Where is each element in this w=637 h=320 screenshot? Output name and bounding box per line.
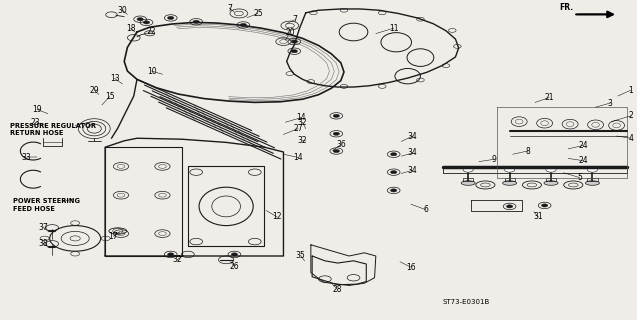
Circle shape bbox=[240, 23, 247, 27]
Text: 14: 14 bbox=[293, 153, 303, 162]
Text: 18: 18 bbox=[126, 24, 135, 33]
Circle shape bbox=[333, 114, 340, 117]
Circle shape bbox=[390, 171, 397, 174]
Text: 14: 14 bbox=[296, 113, 306, 122]
Text: 26: 26 bbox=[229, 262, 240, 271]
Text: 8: 8 bbox=[525, 147, 530, 156]
Text: 36: 36 bbox=[336, 140, 346, 149]
Text: FR.: FR. bbox=[559, 4, 573, 12]
Text: 13: 13 bbox=[110, 74, 120, 83]
Text: 7: 7 bbox=[292, 15, 297, 24]
Text: 1: 1 bbox=[628, 86, 633, 95]
Text: 9: 9 bbox=[491, 155, 496, 164]
Circle shape bbox=[168, 253, 174, 256]
Text: 11: 11 bbox=[389, 24, 398, 33]
Text: 2: 2 bbox=[628, 111, 633, 120]
Circle shape bbox=[137, 18, 143, 21]
Text: 7: 7 bbox=[227, 4, 232, 12]
Circle shape bbox=[291, 40, 297, 43]
Text: 32: 32 bbox=[297, 118, 308, 127]
Circle shape bbox=[546, 167, 556, 172]
Circle shape bbox=[231, 253, 238, 256]
Text: 34: 34 bbox=[408, 148, 418, 157]
Text: 33: 33 bbox=[22, 153, 32, 162]
Text: 15: 15 bbox=[104, 92, 115, 101]
Circle shape bbox=[193, 20, 199, 23]
Text: 35: 35 bbox=[296, 251, 306, 260]
Text: 34: 34 bbox=[408, 166, 418, 175]
Circle shape bbox=[168, 16, 174, 20]
Text: 25: 25 bbox=[253, 9, 263, 18]
Text: 19: 19 bbox=[32, 105, 42, 114]
Text: 16: 16 bbox=[406, 263, 416, 272]
Ellipse shape bbox=[503, 181, 517, 185]
Text: 23: 23 bbox=[30, 118, 40, 127]
Circle shape bbox=[390, 189, 397, 192]
Text: 32: 32 bbox=[297, 136, 308, 145]
Text: 29: 29 bbox=[89, 86, 99, 95]
Circle shape bbox=[143, 21, 150, 24]
Circle shape bbox=[506, 205, 513, 208]
Text: 10: 10 bbox=[147, 67, 157, 76]
Text: 31: 31 bbox=[533, 212, 543, 221]
Text: 17: 17 bbox=[108, 232, 118, 241]
Text: 20: 20 bbox=[285, 28, 295, 37]
Text: 24: 24 bbox=[578, 141, 588, 150]
Text: POWER STEERING
FEED HOSE: POWER STEERING FEED HOSE bbox=[13, 198, 80, 212]
Text: 4: 4 bbox=[628, 134, 633, 143]
Text: 6: 6 bbox=[423, 205, 428, 214]
Text: 28: 28 bbox=[333, 285, 342, 294]
Circle shape bbox=[587, 167, 598, 172]
Text: 34: 34 bbox=[408, 132, 418, 140]
Ellipse shape bbox=[461, 181, 475, 185]
Text: PRESSURE REGULATOR
RETURN HOSE: PRESSURE REGULATOR RETURN HOSE bbox=[10, 123, 96, 136]
Circle shape bbox=[333, 132, 340, 135]
Text: 30: 30 bbox=[117, 6, 127, 15]
Circle shape bbox=[505, 167, 515, 172]
Text: 21: 21 bbox=[545, 93, 554, 102]
Text: 3: 3 bbox=[608, 99, 613, 108]
Text: 12: 12 bbox=[273, 212, 282, 221]
Circle shape bbox=[541, 204, 548, 207]
Text: 24: 24 bbox=[578, 156, 588, 165]
Ellipse shape bbox=[544, 181, 558, 185]
Ellipse shape bbox=[585, 181, 599, 185]
Text: 27: 27 bbox=[293, 124, 303, 133]
Circle shape bbox=[333, 149, 340, 153]
Text: ST73-E0301B: ST73-E0301B bbox=[443, 300, 490, 305]
Circle shape bbox=[291, 50, 297, 53]
Text: 5: 5 bbox=[577, 173, 582, 182]
Circle shape bbox=[390, 153, 397, 156]
Circle shape bbox=[463, 167, 473, 172]
Text: 32: 32 bbox=[172, 255, 182, 264]
Text: 22: 22 bbox=[147, 27, 156, 36]
Text: 38: 38 bbox=[38, 239, 48, 248]
Text: 37: 37 bbox=[38, 223, 48, 232]
